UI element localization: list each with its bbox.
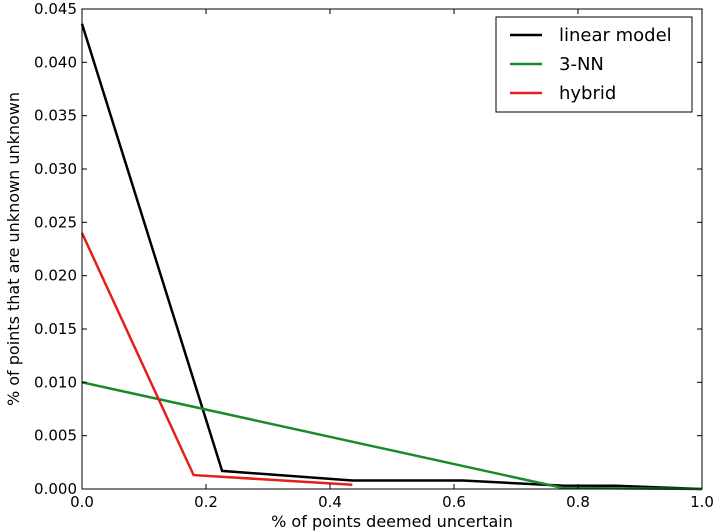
y-tick-label: 0.020 [34,267,77,285]
series-line-hybrid [80,232,353,486]
y-tick-label: 0.035 [34,107,77,125]
x-axis-label: % of points deemed uncertain [271,512,513,531]
x-tick-label: 0.2 [194,493,218,511]
x-tick-label: 1.0 [690,493,714,511]
y-tick-label: 0.040 [34,53,77,71]
x-tick-label: 0.6 [442,493,466,511]
x-tick-label: 0.0 [70,493,94,511]
legend-label: 3-NN [559,54,604,75]
legend-items: linear model 3-NN hybrid [510,25,672,104]
y-tick-label: 0.005 [34,427,77,445]
y-tick-label: 0.045 [34,0,77,18]
x-axis: 0.0 0.2 0.4 0.6 0.8 1.0 [70,9,714,511]
y-tick-label: 0.010 [34,373,77,391]
y-tick-label: 0.025 [34,213,77,231]
y-axis: 0.000 0.005 0.010 0.015 0.020 0.025 0.030 0.035… [34,0,702,498]
x-tick-label: 0.4 [318,493,342,511]
legend-label: linear model [559,25,672,46]
legend: linear model 3-NN hybrid [495,16,693,113]
y-tick-label: 0.015 [34,320,77,338]
legend-label: hybrid [559,83,616,104]
y-tick-label: 0.030 [34,160,77,178]
plot-frame [81,8,703,490]
series-line-linear-model [80,23,703,491]
x-tick-label: 0.8 [566,493,590,511]
y-axis-label: % of points that are unknown unknown [4,92,23,406]
y-tick-label: 0.000 [34,480,77,498]
